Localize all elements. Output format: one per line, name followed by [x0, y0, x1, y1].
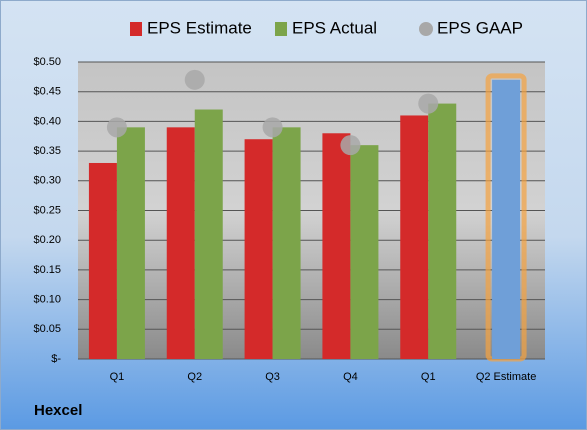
gaap-marker: [340, 135, 361, 156]
bar: [492, 79, 521, 359]
x-tick-label: Q2 Estimate: [476, 371, 537, 383]
x-tick-label: Q1: [110, 371, 125, 383]
y-tick-label: $0.40: [33, 115, 61, 127]
company-label: Hexcel: [34, 402, 82, 419]
bar: [400, 115, 429, 360]
y-tick-label: $0.05: [33, 323, 61, 335]
bar: [116, 127, 145, 359]
y-tick-label: $0.50: [33, 56, 61, 68]
legend-label: EPS GAAP: [437, 18, 523, 37]
x-tick-label: Q3: [265, 371, 280, 383]
bar: [244, 139, 273, 359]
y-tick-label: $0.10: [33, 294, 61, 306]
y-tick-label: $0.15: [33, 264, 61, 276]
bar: [88, 162, 117, 359]
gaap-marker: [418, 93, 439, 114]
gaap-marker: [184, 69, 205, 90]
y-tick-label: $-: [51, 353, 61, 365]
legend-label: EPS Actual: [292, 18, 377, 37]
legend-swatch: [419, 22, 433, 36]
legend-swatch: [275, 22, 287, 36]
legend-swatch: [130, 22, 142, 36]
bar: [272, 127, 301, 359]
y-tick-label: $0.30: [33, 175, 61, 187]
bar: [194, 109, 223, 360]
bar: [350, 145, 379, 359]
gaap-marker: [106, 117, 127, 138]
x-tick-label: Q2: [187, 371, 202, 383]
y-tick-label: $0.45: [33, 86, 61, 98]
bar: [428, 103, 457, 359]
bar: [166, 127, 195, 359]
y-tick-label: $0.25: [33, 204, 61, 216]
gaap-marker: [262, 117, 283, 138]
x-tick-label: Q4: [343, 371, 358, 383]
y-tick-label: $0.20: [33, 234, 61, 246]
bar: [322, 133, 351, 359]
legend-label: EPS Estimate: [147, 18, 252, 37]
x-tick-label: Q1: [421, 371, 436, 383]
y-tick-label: $0.35: [33, 145, 61, 157]
